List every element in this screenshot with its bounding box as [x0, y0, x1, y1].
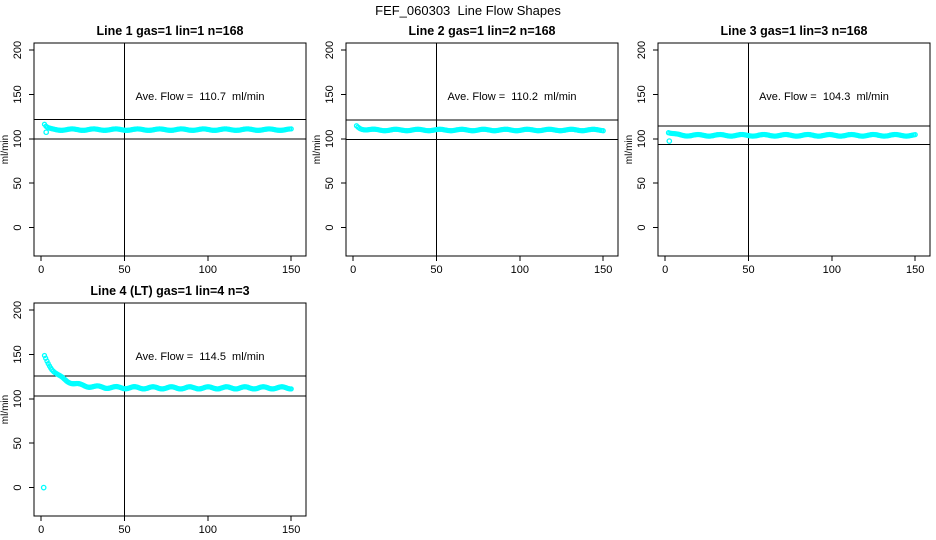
y-tick-label: 200 [324, 41, 336, 59]
ave-flow-annotation: Ave. Flow = 114.5 ml/min [136, 351, 265, 363]
y-axis-label: ml/min [312, 135, 323, 164]
plot-box [657, 42, 931, 257]
panel-title: Line 4 (LT) gas=1 lin=4 n=3 [90, 284, 249, 298]
plot-line1: Line 1 gas=1 lin=1 n=168 0 50 100 150 0 50 100 1… [0, 24, 307, 276]
x-axis: 0 50 100 150 [38, 516, 300, 536]
x-tick-label: 0 [38, 264, 44, 276]
x-tick-label: 0 [662, 264, 668, 276]
y-axis: 0 50 100 150 200 [12, 41, 34, 231]
data-point [288, 386, 294, 392]
data-points [353, 123, 606, 134]
y-tick-label: 50 [12, 177, 24, 189]
x-axis: 0 50 100 150 [38, 256, 300, 276]
y-tick-label: 200 [12, 301, 24, 319]
data-points [665, 130, 918, 144]
y-tick-label: 0 [324, 225, 336, 231]
x-tick-label: 150 [594, 264, 612, 276]
y-axis-label: ml/min [0, 135, 11, 164]
plot-line4: Line 4 (LT) gas=1 lin=4 n=3 0 50 100 150 0 50 1… [0, 284, 307, 536]
y-tick-label: 50 [324, 177, 336, 189]
data-point [912, 131, 918, 138]
panel-title: Line 3 gas=1 lin=3 n=168 [721, 24, 868, 38]
y-axis-label: ml/min [0, 395, 11, 424]
y-axis: 0 50 100 150 200 [12, 301, 34, 491]
x-tick-label: 50 [742, 264, 754, 276]
ave-flow-annotation: Ave. Flow = 110.2 ml/min [448, 91, 577, 103]
plot-line3: Line 3 gas=1 lin=3 n=168 0 50 100 150 0 50 100 1… [624, 24, 931, 276]
x-tick-label: 50 [118, 524, 130, 536]
y-tick-label: 0 [636, 225, 648, 231]
x-tick-label: 100 [199, 524, 217, 536]
x-axis: 0 50 100 150 [350, 256, 612, 276]
ave-flow-annotation: Ave. Flow = 110.7 ml/min [136, 91, 265, 103]
y-tick-label: 150 [636, 85, 648, 103]
chart-cell-line1: Line 1 gas=1 lin=1 n=168 0 50 100 150 0 50 100 1… [0, 20, 312, 282]
x-tick-label: 150 [906, 264, 924, 276]
panel-title: Line 2 gas=1 lin=2 n=168 [409, 24, 556, 38]
y-tick-label: 150 [12, 345, 24, 363]
data-point [288, 126, 294, 132]
x-tick-label: 100 [823, 264, 841, 276]
outlier-point [43, 129, 50, 136]
y-tick-label: 100 [636, 130, 648, 148]
y-tick-label: 100 [12, 390, 24, 408]
chart-cell-line4: Line 4 (LT) gas=1 lin=4 n=3 0 50 100 150 0 50 1… [0, 280, 312, 540]
x-tick-label: 150 [282, 264, 300, 276]
outlier-point [666, 138, 673, 144]
y-tick-label: 200 [636, 41, 648, 59]
y-axis-label: ml/min [624, 135, 635, 164]
y-axis: 0 50 100 150 200 [636, 41, 658, 231]
x-tick-label: 0 [350, 264, 356, 276]
y-tick-label: 150 [324, 85, 336, 103]
x-tick-label: 0 [38, 524, 44, 536]
y-tick-label: 50 [636, 177, 648, 189]
y-tick-label: 50 [12, 437, 24, 449]
x-tick-label: 150 [282, 524, 300, 536]
x-axis: 0 50 100 150 [662, 256, 924, 276]
plot-box [33, 302, 307, 517]
y-tick-label: 100 [324, 130, 336, 148]
plot-line2: Line 2 gas=1 lin=2 n=168 0 50 100 150 0 50 100 1… [312, 24, 619, 276]
chart-cell-line3: Line 3 gas=1 lin=3 n=168 0 50 100 150 0 50 100 1… [624, 20, 936, 282]
y-axis: 0 50 100 150 200 [324, 41, 346, 231]
y-tick-label: 100 [12, 130, 24, 148]
chart-cell-line2: Line 2 gas=1 lin=2 n=168 0 50 100 150 0 50 100 1… [312, 20, 624, 282]
ave-flow-annotation: Ave. Flow = 104.3 ml/min [759, 91, 889, 103]
x-tick-label: 100 [511, 264, 529, 276]
y-tick-label: 150 [12, 85, 24, 103]
plot-box [33, 42, 307, 257]
data-points [40, 352, 294, 491]
plot-box [345, 42, 619, 257]
figure-title: FEF_060303 Line Flow Shapes [375, 3, 561, 18]
panel-title: Line 1 gas=1 lin=1 n=168 [97, 24, 244, 38]
y-tick-label: 0 [12, 225, 24, 231]
data-points [41, 121, 294, 136]
x-tick-label: 100 [199, 264, 217, 276]
x-tick-label: 50 [430, 264, 442, 276]
y-tick-label: 0 [12, 485, 24, 491]
y-tick-label: 200 [12, 41, 24, 59]
x-tick-label: 50 [118, 264, 130, 276]
data-point [600, 128, 606, 134]
outlier-point [40, 484, 47, 491]
